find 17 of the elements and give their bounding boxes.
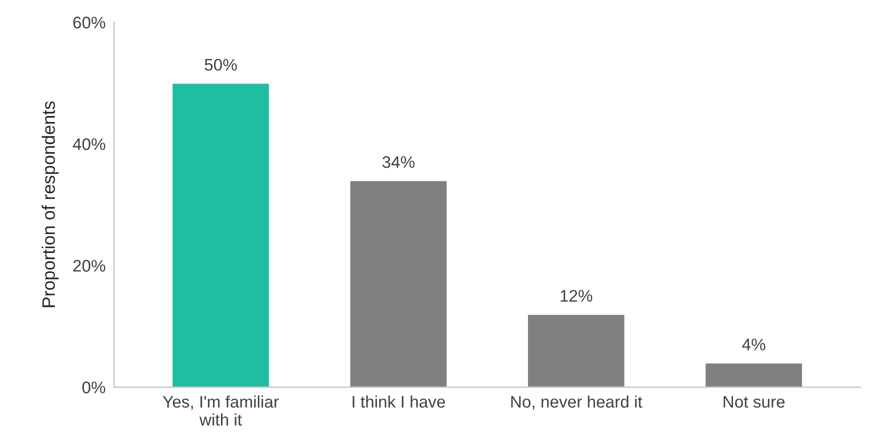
data-label: 34% — [382, 156, 415, 168]
bar — [526, 313, 626, 388]
x-tick-label: Yes, I'm familiar with it — [162, 395, 279, 426]
bar — [171, 82, 270, 388]
x-tick-label: No, never heard it — [511, 395, 642, 410]
x-tick-label: I think I have — [352, 395, 445, 408]
data-label: 50% — [204, 58, 237, 71]
y-tick-label: 0% — [82, 382, 106, 394]
y-axis-title: Proportion of respondents — [42, 101, 59, 308]
y-tick-label: 40% — [72, 138, 106, 150]
x-tick-label: Not sure — [724, 396, 785, 408]
y-tick-label: 60% — [73, 16, 106, 28]
bar — [704, 362, 804, 388]
bar — [348, 180, 448, 388]
data-label: 4% — [742, 338, 766, 350]
y-tick-label: 20% — [73, 260, 106, 272]
data-label: 12% — [560, 290, 592, 302]
